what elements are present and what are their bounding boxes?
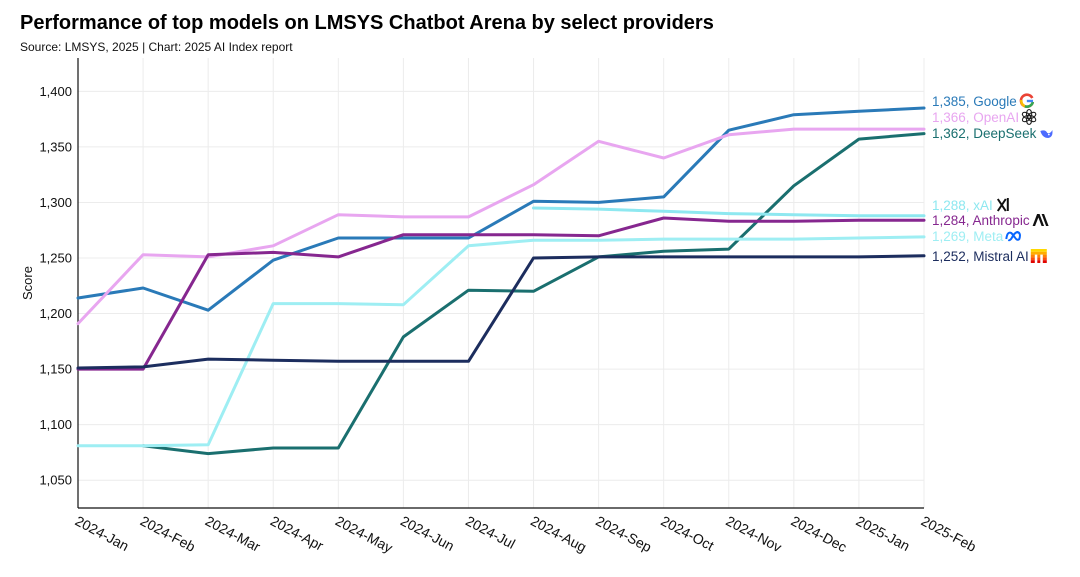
series-line-deepseek	[141, 132, 926, 456]
end-label-xai: 1,288, xAI	[932, 198, 993, 213]
series-line-mistral-ai	[76, 254, 926, 370]
series-line-anthropic	[76, 216, 926, 371]
anthropic-icon	[1032, 214, 1049, 226]
x-tick-label: 2024-Nov	[723, 513, 784, 556]
y-tick-label: 1,100	[39, 417, 72, 432]
series-end-label: 1,366, OpenAI	[932, 110, 1019, 125]
end-label-mistral-ai: 1,252, Mistral AI	[932, 249, 1029, 264]
series-end-label: 1,362, DeepSeek	[932, 126, 1037, 141]
y-tick-label: 1,300	[39, 195, 72, 210]
end-label-meta: 1,269, Meta	[932, 229, 1004, 244]
series-end-label: 1,269, Meta	[932, 229, 1004, 244]
series-end-label: 1,385, Google	[932, 94, 1017, 109]
chart-subtitle: Source: LMSYS, 2025 | Chart: 2025 AI Ind…	[20, 40, 293, 54]
xai-icon	[996, 198, 1009, 212]
x-tick-label: 2024-Jul	[463, 513, 518, 552]
y-tick-label: 1,150	[39, 362, 72, 377]
mistral-icon	[1030, 249, 1047, 263]
series-end-label: 1,288, xAI	[932, 198, 993, 213]
y-axis-title: Score	[20, 266, 35, 300]
series-end-label: 1,252, Mistral AI	[932, 249, 1029, 264]
x-tick-label: 2024-Oct	[658, 513, 716, 554]
series-line-xai	[532, 206, 926, 218]
x-tick-label: 2024-Feb	[138, 513, 199, 555]
series-end-label: 1,284, Anthropic	[932, 213, 1030, 228]
meta-icon	[1005, 230, 1021, 242]
x-tick-label: 2025-Jan	[854, 513, 913, 555]
x-tick-label: 2024-Jun	[398, 513, 457, 555]
x-tick-label: 2024-Apr	[268, 513, 327, 554]
end-label-openai: 1,366, OpenAI	[932, 110, 1019, 125]
deepseek-icon	[1040, 130, 1053, 138]
openai-icon	[1021, 108, 1037, 126]
google-icon	[1019, 93, 1035, 108]
x-tick-label: 2024-Sep	[593, 513, 654, 556]
x-tick-label: 2025-Feb	[919, 513, 980, 555]
chart-title: Performance of top models on LMSYS Chatb…	[20, 12, 714, 34]
series-line-openai	[76, 127, 926, 326]
y-tick-label: 1,250	[39, 251, 72, 266]
x-tick-label: 2024-Dec	[788, 513, 849, 556]
y-tick-label: 1,400	[39, 84, 72, 99]
series-line-google	[76, 106, 926, 312]
y-tick-label: 1,050	[39, 473, 72, 488]
y-tick-label: 1,350	[39, 139, 72, 154]
x-tick-label: 2024-Aug	[528, 513, 589, 556]
end-label-anthropic: 1,284, Anthropic	[932, 213, 1030, 228]
x-tick-label: 2024-Mar	[203, 513, 264, 555]
end-label-deepseek: 1,362, DeepSeek	[932, 126, 1037, 141]
x-tick-label: 2024-May	[333, 513, 395, 556]
gridlines	[77, 58, 925, 508]
y-tick-label: 1,200	[39, 306, 72, 321]
series-line-meta	[76, 235, 926, 448]
end-label-google: 1,385, Google	[932, 94, 1017, 109]
x-tick-label: 2024-Jan	[73, 513, 132, 555]
